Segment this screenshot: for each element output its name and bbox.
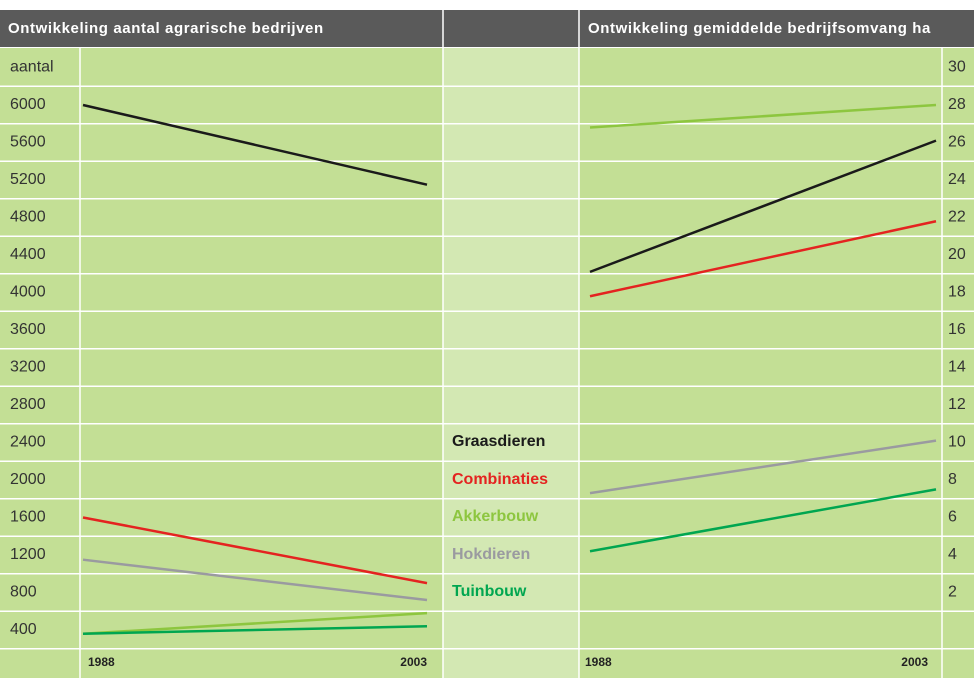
legend-entry: Hokdieren: [452, 546, 530, 563]
chart-title: Ontwikkeling aantal agrarische bedrijven: [8, 20, 324, 37]
y-tick-label: 2800: [10, 396, 46, 413]
y-tick-label: 2000: [10, 471, 46, 488]
y-tick-label: 4000: [10, 284, 46, 301]
y-tick-label: 22: [948, 209, 966, 226]
legend-entry: Tuinbouw: [452, 583, 527, 600]
series-line: [589, 139, 937, 274]
series-line: [82, 103, 428, 186]
y-tick-label: 3600: [10, 321, 46, 338]
legend-entry: Akkerbouw: [452, 508, 539, 525]
series-line: [82, 558, 428, 602]
y-tick-label: 400: [10, 621, 37, 638]
chart-title: Ontwikkeling gemiddelde bedrijfsomvang h…: [588, 20, 931, 37]
series-line: [589, 439, 937, 495]
x-tick-label: 1988: [88, 655, 115, 669]
y-tick-label: 4: [948, 546, 957, 563]
series-line: [589, 103, 937, 129]
y-tick-label: 1200: [10, 546, 46, 563]
y-tick-label: 6: [948, 509, 957, 526]
y-tick-label: 800: [10, 584, 37, 601]
series-line: [82, 625, 428, 635]
y-tick-label: 16: [948, 321, 966, 338]
y-tick-label: 2: [948, 584, 957, 601]
series-line: [589, 220, 937, 298]
y-tick-label: 2400: [10, 434, 46, 451]
y-tick-label: 5600: [10, 134, 46, 151]
y-tick-label: 10: [948, 434, 966, 451]
y-tick-label: 4800: [10, 209, 46, 226]
y-tick-label: 30: [948, 59, 966, 76]
y-tick-label: 6000: [10, 96, 46, 113]
x-tick-label: 2003: [901, 655, 928, 669]
series-line: [82, 611, 428, 635]
series-line: [589, 488, 937, 553]
y-tick-label: 18: [948, 284, 966, 301]
header-bar: [0, 10, 974, 47]
legend-entry: Graasdieren: [452, 433, 545, 450]
y-tick-label: 1600: [10, 509, 46, 526]
legend-entry: Combinaties: [452, 471, 548, 488]
y-tick-label: 20: [948, 246, 966, 263]
x-tick-label: 1988: [585, 655, 612, 669]
y-tick-label: 12: [948, 396, 966, 413]
y-tick-label: 3200: [10, 359, 46, 376]
series-line: [82, 516, 428, 585]
y-tick-label: 28: [948, 96, 966, 113]
y-tick-label: 26: [948, 134, 966, 151]
separators: [0, 48, 974, 678]
y-tick-label: 24: [948, 171, 966, 188]
y-axis-label: aantal: [10, 59, 54, 76]
y-tick-label: 14: [948, 359, 966, 376]
y-tick-label: 5200: [10, 171, 46, 188]
y-tick-label: 8: [948, 471, 957, 488]
x-tick-label: 2003: [400, 655, 427, 669]
y-tick-label: 4400: [10, 246, 46, 263]
